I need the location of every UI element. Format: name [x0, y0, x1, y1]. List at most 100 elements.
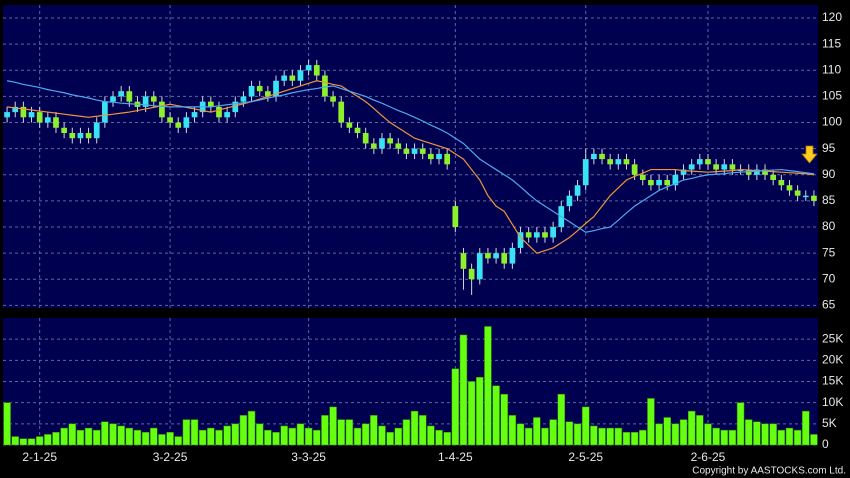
candle-body — [4, 112, 10, 118]
volume-bar — [231, 423, 239, 446]
volume-bar — [125, 427, 134, 446]
candle-body — [778, 180, 785, 186]
candle-body — [696, 159, 703, 165]
volume-bar — [679, 419, 688, 446]
candle-body — [672, 174, 679, 186]
volume-bar — [68, 423, 76, 446]
volume-bar — [736, 402, 745, 446]
candle-body — [142, 96, 149, 107]
volume-bar — [590, 425, 598, 446]
candle-body — [631, 164, 638, 175]
volume-bar — [541, 427, 549, 446]
candle-body — [680, 169, 687, 175]
volume-tick-label: 0 — [822, 437, 829, 451]
volume-bar — [182, 419, 191, 446]
candle-body — [582, 159, 589, 186]
x-tick-label: 1-4-25 — [438, 450, 473, 464]
volume-bar — [745, 419, 753, 446]
volume-bar — [101, 421, 109, 446]
y-tick-label: 80 — [822, 219, 836, 233]
volume-bar — [198, 429, 207, 446]
candle-body — [493, 253, 499, 259]
candle-body — [370, 143, 377, 149]
candle-body — [224, 112, 230, 118]
candle-body — [313, 65, 320, 76]
volume-bar — [410, 410, 419, 446]
volume-bar — [223, 425, 231, 446]
volume-bar — [402, 419, 411, 446]
candle-body — [411, 148, 418, 154]
candle-body — [289, 75, 296, 81]
candle-body — [207, 101, 214, 107]
marker-arrow — [801, 145, 818, 164]
volume-bar — [728, 429, 737, 446]
volume-bar — [508, 415, 517, 446]
volume-bar — [647, 398, 655, 446]
volume-bar — [321, 415, 329, 446]
candle-body — [150, 96, 157, 102]
y-tick-label: 95 — [822, 141, 836, 155]
y-tick-label: 115 — [822, 36, 841, 50]
y-tick-label: 100 — [822, 115, 842, 129]
volume-bar — [785, 427, 794, 446]
volume-bar — [533, 417, 541, 446]
candle-body — [729, 164, 736, 170]
candle-body — [191, 112, 198, 118]
candle-body — [362, 132, 369, 144]
x-tick-label: 2-5-25 — [568, 450, 603, 464]
volume-bar — [378, 425, 386, 446]
y-tick-label: 65 — [822, 298, 836, 312]
volume-bar — [557, 393, 565, 446]
candle-body — [762, 169, 768, 175]
volume-bar — [639, 429, 647, 446]
candle-body — [485, 253, 491, 259]
candle-body — [126, 91, 133, 102]
volume-bar — [655, 423, 663, 446]
volume-bar — [19, 438, 28, 446]
volume-bar — [443, 432, 451, 446]
volume-bar — [500, 393, 508, 446]
candle-body — [811, 195, 817, 201]
candle-body — [476, 253, 483, 280]
candle-body — [468, 268, 475, 280]
candle-body — [322, 75, 328, 97]
candle-body — [265, 91, 271, 97]
volume-bar — [166, 432, 174, 446]
volume-tick-label: 15K — [822, 374, 843, 388]
y-tick-label: 90 — [822, 167, 836, 181]
price-panel — [3, 5, 818, 308]
volume-bar — [215, 429, 223, 446]
volume-bar — [93, 429, 101, 446]
volume-tick-label: 10K — [822, 395, 843, 409]
volume-bar — [158, 434, 166, 446]
volume-bar — [264, 429, 272, 446]
volume-bar — [35, 436, 44, 446]
candle-body — [93, 122, 100, 139]
volume-bar — [549, 419, 557, 446]
candle-body — [338, 101, 345, 123]
volume-bar — [174, 436, 182, 446]
volume-bar — [44, 434, 52, 446]
volume-bar — [492, 385, 500, 446]
volume-bar — [687, 410, 696, 446]
volume-bar — [704, 423, 712, 446]
volume-bar — [582, 406, 590, 446]
x-tick-label: 3-3-25 — [291, 450, 326, 464]
volume-bar — [313, 429, 321, 446]
volume-bar — [598, 427, 606, 446]
candle-body — [452, 206, 459, 228]
candle-body — [713, 164, 719, 170]
candle-body — [786, 185, 793, 191]
volume-bar — [304, 427, 313, 446]
y-tick-label: 70 — [822, 271, 836, 285]
candle-body — [501, 253, 508, 264]
candle-body — [770, 174, 777, 181]
candle-body — [69, 132, 76, 139]
volume-bar — [345, 419, 354, 446]
candle-body — [688, 164, 695, 170]
volume-bar — [753, 421, 761, 446]
candle-body — [566, 195, 573, 207]
candle-body — [44, 117, 51, 123]
volume-bar — [52, 432, 60, 446]
